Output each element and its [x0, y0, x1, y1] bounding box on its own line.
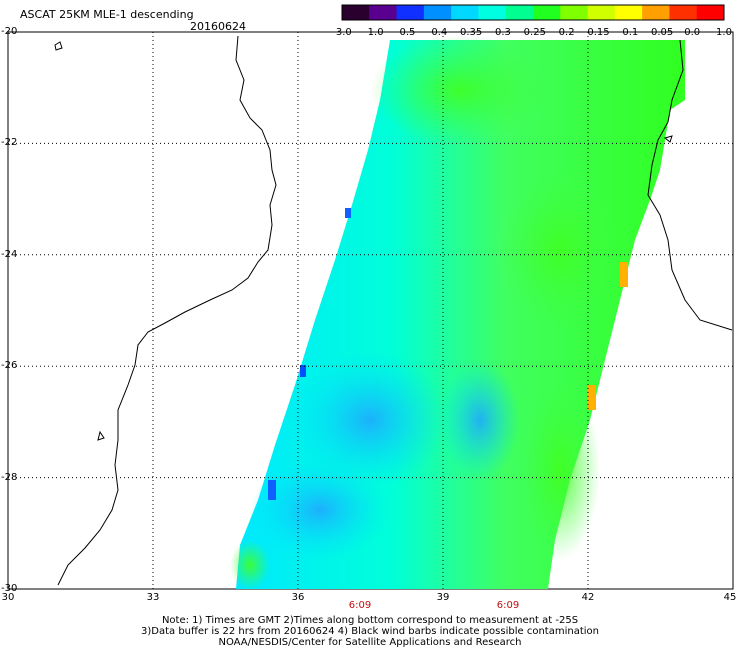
- colorbar-segment: [505, 5, 534, 20]
- latitude-label: -22: [1, 137, 18, 149]
- colorbar-segment: [696, 5, 725, 20]
- map-date: 20160624: [190, 20, 246, 33]
- low-value-patch: [345, 208, 351, 218]
- latitude-label: -20: [1, 26, 18, 37]
- colorbar-segment: [342, 5, 370, 20]
- scatterometer-swath: [230, 35, 685, 590]
- colorbar-segment: [587, 5, 616, 20]
- colorbar-segment: [669, 5, 698, 20]
- colorbar-label: -0.2: [555, 27, 575, 38]
- colorbar-segment: [396, 5, 425, 20]
- colorbar-label: -0.4: [427, 27, 448, 38]
- time-label-left: 6:09: [348, 600, 372, 611]
- colorbar-label: -0.15: [583, 27, 610, 38]
- map-title: ASCAT 25KM MLE-1 descending: [20, 8, 194, 21]
- note-line-2: 3)Data buffer is 22 hrs from 20160624 4)…: [141, 626, 599, 637]
- notes: Note: 1) Times are GMT 2)Times along bot…: [0, 615, 740, 648]
- latitude-label: -24: [1, 248, 18, 260]
- colorbar-segment: [642, 5, 670, 20]
- colorbar-label: -0.3: [491, 27, 511, 38]
- colorbar-segment: [614, 5, 643, 20]
- coast-islet: [97, 430, 105, 441]
- colorbar-label: 0.0: [684, 27, 701, 38]
- longitude-label: 45: [723, 592, 737, 603]
- colorbar-label: -0.05: [647, 27, 674, 38]
- colorbar-label: -0.35: [456, 27, 483, 38]
- latitude-label: -30: [1, 583, 18, 594]
- colorbar-labels: -3.0 -1.0 -0.5 -0.4 -0.35 -0.3 -0.25 -0.2 -0.15-…: [332, 27, 734, 39]
- low-value-patch: [300, 365, 306, 377]
- colorbar-label: 1.0: [716, 27, 732, 38]
- note-line-3: NOAA/NESDIS/Center for Satellite Applica…: [218, 637, 522, 648]
- colorbar-label: -1.0: [364, 27, 384, 38]
- coast-islet: [663, 135, 673, 143]
- colorbar-segment: [451, 5, 479, 20]
- time-label-right: 6:09: [496, 600, 520, 611]
- coast-islet: [54, 41, 63, 51]
- high-value-patch: [620, 262, 628, 287]
- longitude-label: 42: [581, 592, 595, 603]
- high-value-patch: [588, 385, 596, 410]
- colorbar-segment: [369, 5, 398, 20]
- longitude-label: 33: [146, 592, 160, 603]
- note-line-1: Note: 1) Times are GMT 2)Times along bot…: [161, 615, 579, 626]
- colorbar: [341, 4, 725, 21]
- colorbar-segment: [423, 5, 452, 20]
- colorbar-label: -0.1: [618, 27, 639, 38]
- colorbar-segment: [560, 5, 589, 20]
- colorbar-segment: [478, 5, 507, 20]
- madagascar-coastline: [647, 39, 733, 331]
- longitude-label: 36: [291, 592, 305, 603]
- latitude-label: -28: [1, 471, 18, 483]
- africa-coastline: [57, 35, 277, 586]
- lat-lon-grid: [8, 32, 733, 589]
- latitude-label: -26: [1, 360, 18, 372]
- colorbar-border: [341, 4, 725, 21]
- colorbar-label: -3.0: [332, 27, 352, 38]
- low-value-patch: [268, 480, 276, 500]
- colorbar-label: -0.25: [520, 27, 546, 38]
- colorbar-label: -0.5: [395, 27, 416, 38]
- longitude-label: 30: [1, 592, 15, 603]
- longitude-label: 39: [436, 592, 450, 603]
- colorbar-segment: [533, 5, 561, 20]
